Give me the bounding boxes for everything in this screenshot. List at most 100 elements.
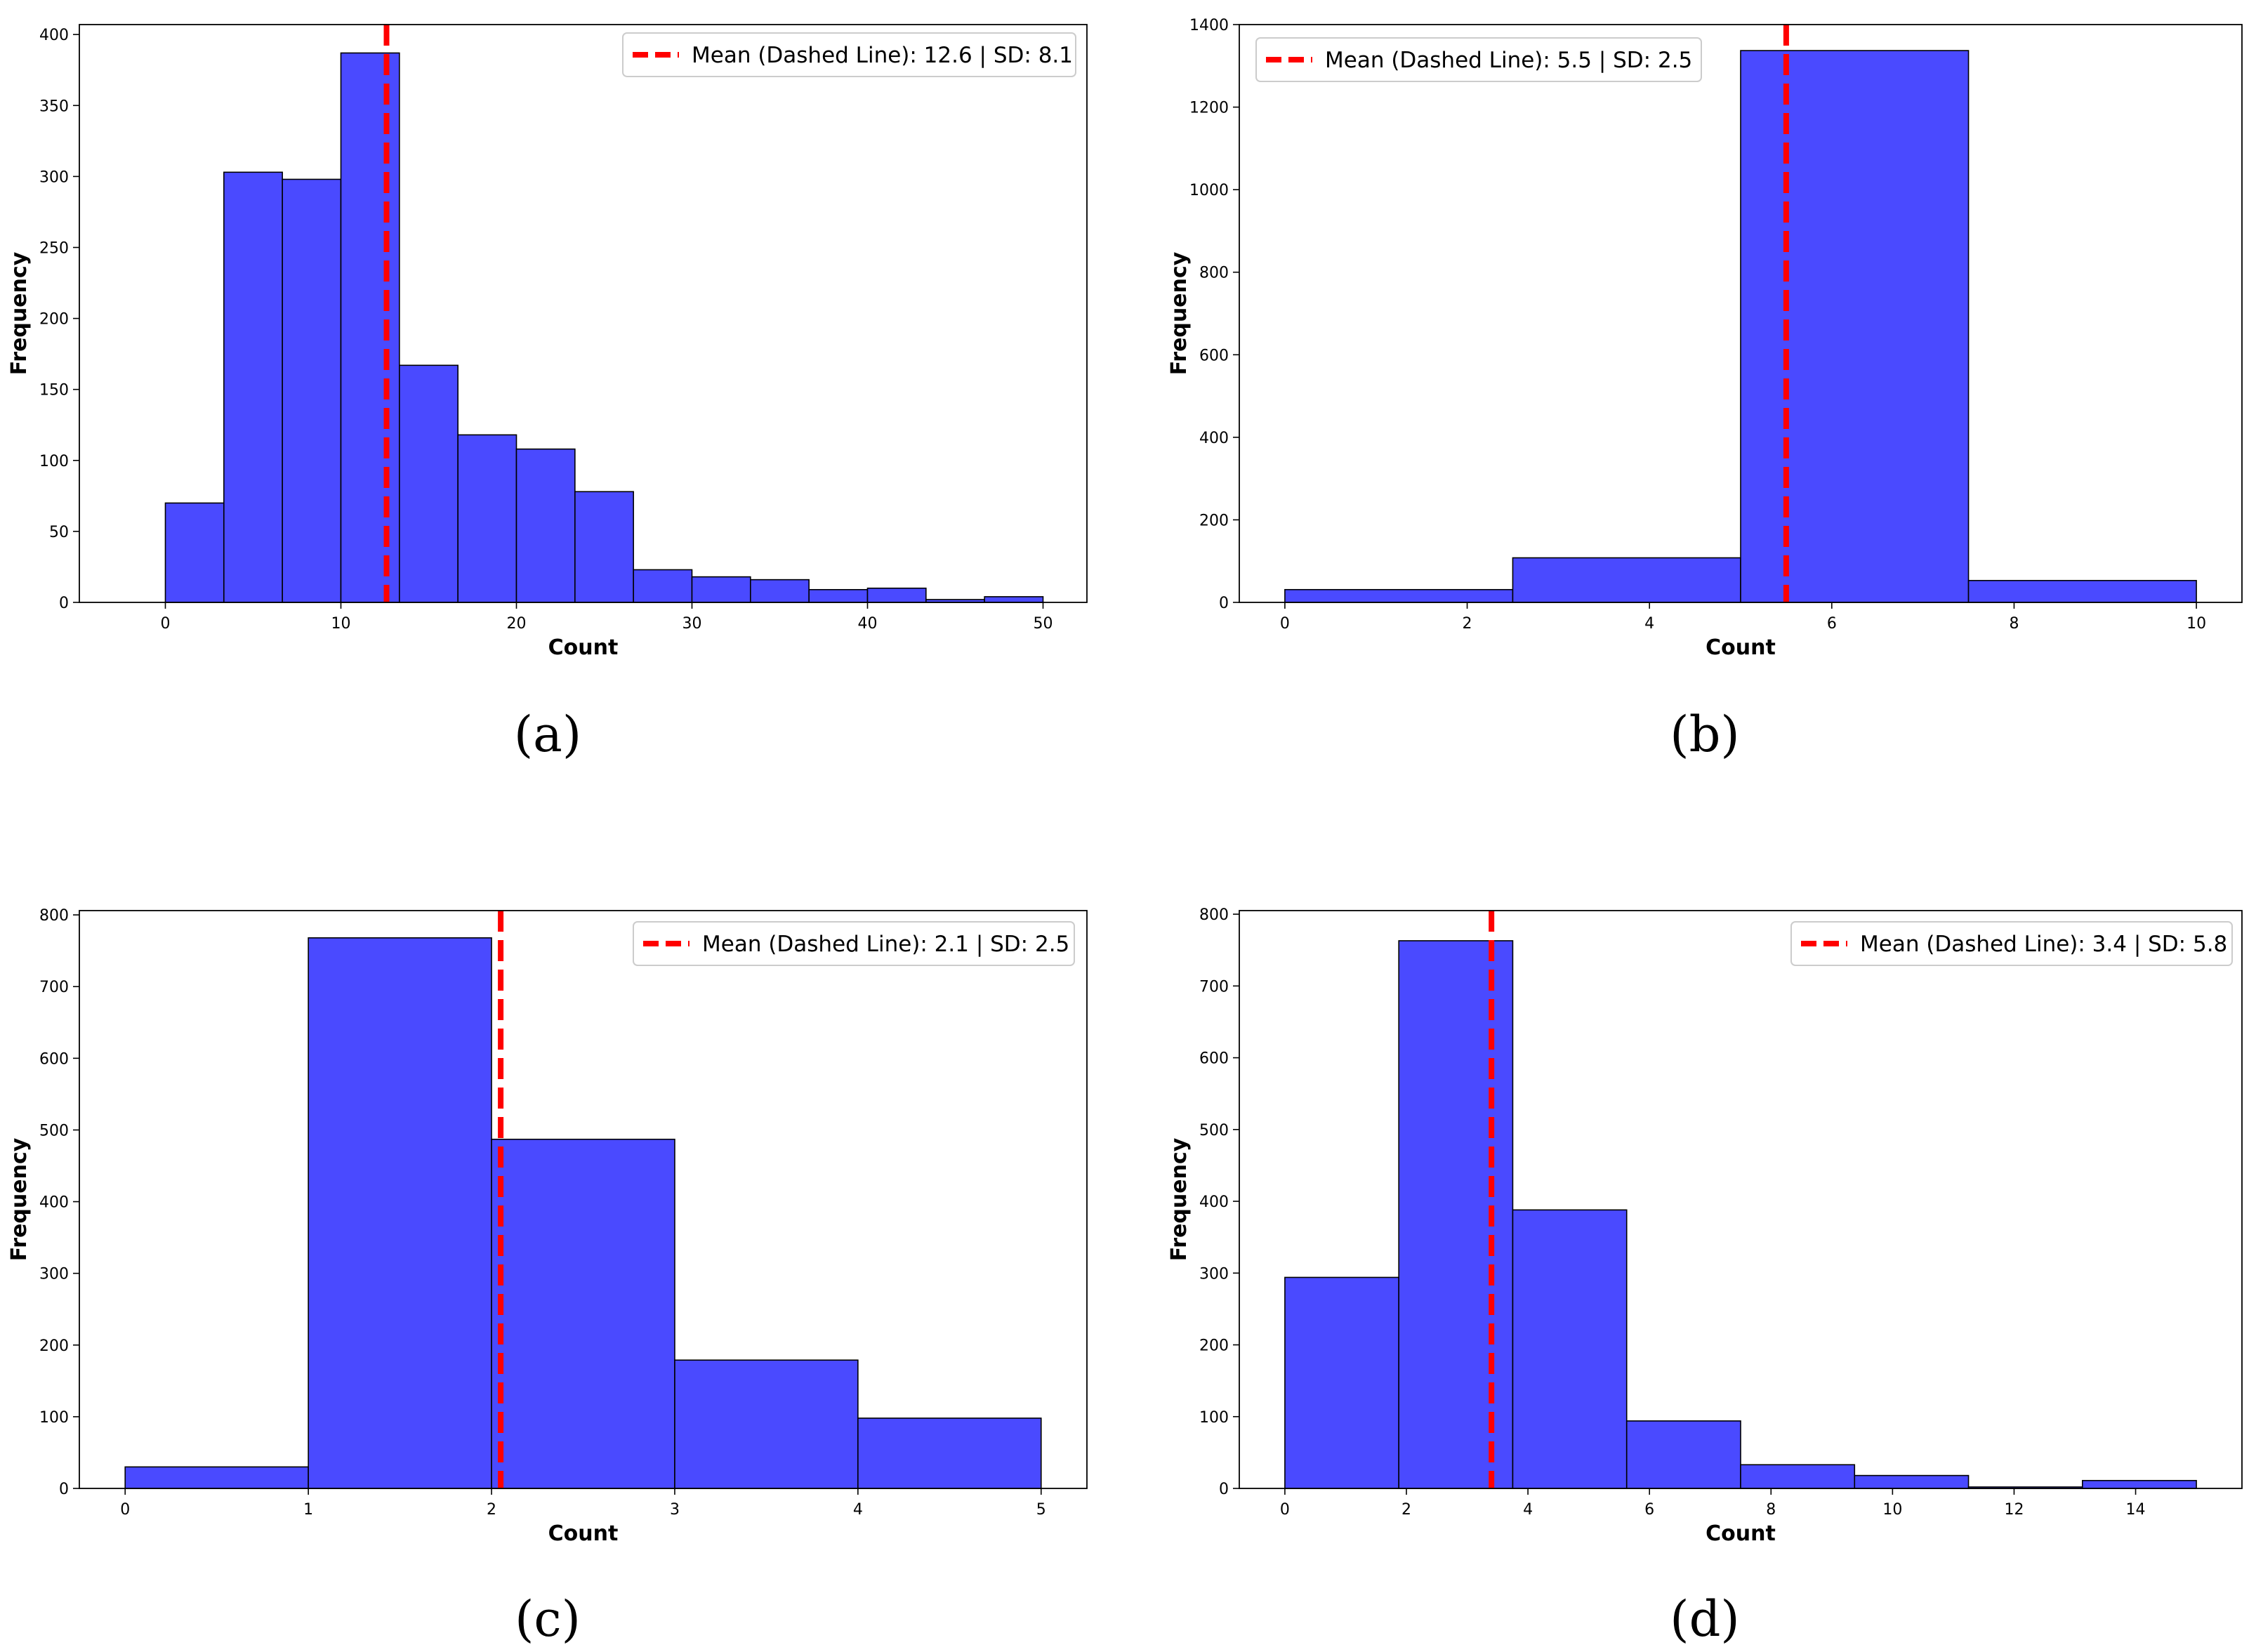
y-tick-label: 100 (39, 1409, 69, 1427)
x-tick-label: 2 (487, 1501, 496, 1519)
histogram-bar (984, 596, 1044, 603)
y-tick-label: 300 (1199, 1265, 1229, 1283)
histogram-bar (1284, 1276, 1399, 1489)
y-tick-label: 700 (39, 979, 69, 996)
histogram-bar (866, 587, 927, 603)
chart-panel-2: 0 2 4 6 8 10 0 200 400 600 800 1000 1200 1400 Count Fre… (1167, 17, 2243, 763)
x-tick-label: 0 (161, 615, 171, 633)
legend-box (633, 921, 1075, 966)
x-tick-label: 4 (1523, 1501, 1533, 1519)
panel-label: (b) (1670, 706, 1739, 763)
panel-label: (d) (1670, 1590, 1739, 1648)
y-tick-label: 350 (39, 98, 69, 115)
legend-box (1255, 37, 1702, 82)
y-tick-label: 150 (39, 382, 69, 399)
histogram-bar (857, 1418, 1042, 1489)
legend-box (622, 32, 1076, 77)
x-axis-title: Count (1706, 1521, 1776, 1546)
y-tick-label: 700 (1199, 978, 1229, 996)
panel-label: (a) (514, 706, 581, 763)
x-tick-label: 6 (1827, 615, 1837, 633)
legend-label: Mean (Dashed Line): 3.4 | SD: 5.8 (1860, 932, 2227, 957)
x-axis-title: Count (1706, 635, 1776, 660)
y-tick-label: 100 (1199, 1409, 1229, 1427)
x-tick-label: 1 (303, 1501, 313, 1519)
x-axis-title: Count (548, 1521, 619, 1546)
x-tick-label: 2 (1401, 1501, 1411, 1519)
legend-label: Mean (Dashed Line): 2.1 | SD: 2.5 (702, 932, 1069, 957)
y-tick-label: 500 (1199, 1122, 1229, 1139)
x-tick-label: 20 (507, 615, 527, 633)
y-tick-label: 100 (39, 453, 69, 470)
x-tick-label: 4 (853, 1501, 863, 1519)
x-tick-label: 30 (682, 615, 702, 633)
histogram-bar (633, 569, 693, 603)
x-tick-label: 0 (120, 1501, 130, 1519)
legend-label: Mean (Dashed Line): 12.6 | SD: 8.1 (692, 43, 1073, 68)
y-tick-label: 0 (1219, 595, 1229, 612)
y-axis-title: Frequency (7, 1137, 32, 1261)
y-tick-label: 200 (1199, 512, 1229, 529)
x-tick-label: 40 (858, 615, 878, 633)
histogram-bar (1740, 1464, 1856, 1489)
histogram-bar (340, 52, 400, 603)
histogram-bar (1398, 940, 1514, 1489)
panel-label: (c) (515, 1590, 581, 1648)
x-tick-label: 14 (2126, 1501, 2146, 1519)
y-tick-label: 400 (1199, 430, 1229, 447)
histogram-bar (308, 937, 492, 1489)
x-tick-label: 0 (1280, 615, 1290, 633)
histogram-bar (574, 491, 634, 603)
y-tick-label: 1200 (1189, 100, 1229, 117)
y-tick-label: 200 (1199, 1337, 1229, 1355)
histogram-bar (674, 1359, 859, 1489)
x-tick-label: 6 (1644, 1501, 1654, 1519)
histogram-bar (2082, 1479, 2197, 1489)
y-tick-label: 300 (39, 1266, 69, 1283)
y-tick-label: 400 (39, 1194, 69, 1212)
y-tick-label: 250 (39, 239, 69, 257)
y-tick-label: 1000 (1189, 182, 1229, 199)
y-tick-label: 0 (1219, 1481, 1229, 1498)
y-tick-label: 200 (39, 1337, 69, 1355)
legend: Mean (Dashed Line): 3.4 | SD: 5.8 (1790, 921, 2233, 966)
legend: Mean (Dashed Line): 12.6 | SD: 8.1 (622, 32, 1076, 77)
y-tick-label: 1400 (1189, 17, 1229, 34)
histogram-bar (399, 364, 459, 603)
x-tick-label: 0 (1280, 1501, 1290, 1519)
chart-panel-1: 0 10 20 30 40 50 0 50 100 150 200 250 300 350 400 Count… (7, 24, 1088, 763)
y-tick-label: 800 (1199, 906, 1229, 924)
chart-panel-4: 0 2 4 6 8 10 12 14 0 100 200 300 400 500 600 700 800 Coun… (1167, 906, 2243, 1648)
y-tick-label: 400 (1199, 1194, 1229, 1211)
x-tick-label: 12 (2004, 1501, 2024, 1519)
histogram-bar (1740, 50, 1970, 603)
y-axis-title: Frequency (1167, 251, 1192, 375)
histogram-bar (515, 448, 576, 603)
histogram-bar (1854, 1474, 1970, 1489)
histogram-bar (750, 579, 810, 603)
x-tick-label: 8 (1766, 1501, 1776, 1519)
histogram-bar (164, 502, 225, 603)
y-tick-label: 800 (1199, 265, 1229, 282)
axes-frame (79, 910, 1088, 1489)
y-axis-title: Frequency (1167, 1137, 1192, 1261)
axes-frame (1239, 24, 2243, 603)
y-tick-label: 600 (1199, 1050, 1229, 1068)
histogram-bar (223, 171, 283, 603)
legend: Mean (Dashed Line): 2.1 | SD: 2.5 (633, 921, 1075, 966)
y-tick-label: 500 (39, 1122, 69, 1139)
histogram-bar (1284, 588, 1514, 603)
y-axis-title: Frequency (7, 251, 32, 375)
histogram-bar (124, 1466, 309, 1489)
legend: Mean (Dashed Line): 5.5 | SD: 2.5 (1255, 37, 1702, 82)
histogram-bar (1512, 557, 1741, 603)
y-tick-label: 600 (1199, 347, 1229, 364)
x-tick-label: 4 (1644, 615, 1654, 633)
histogram-bar (1967, 580, 2197, 603)
y-tick-label: 300 (39, 168, 69, 186)
histogram-bar (1512, 1209, 1628, 1489)
y-tick-label: 0 (59, 595, 69, 612)
x-tick-label: 5 (1036, 1501, 1046, 1519)
x-tick-label: 3 (670, 1501, 680, 1519)
y-tick-label: 50 (49, 524, 69, 541)
